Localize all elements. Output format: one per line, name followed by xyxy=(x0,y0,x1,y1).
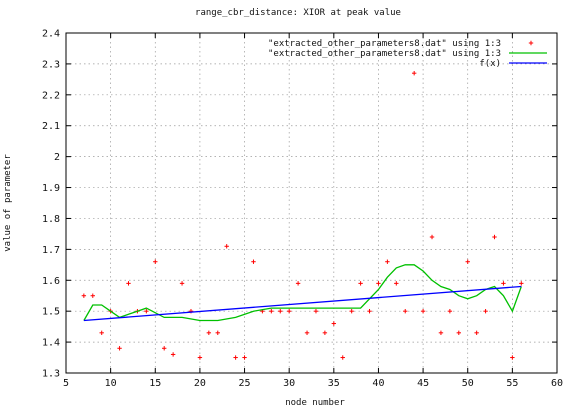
data-point xyxy=(394,281,399,286)
data-point xyxy=(251,259,256,264)
x-tick-label: 15 xyxy=(149,378,161,389)
x-tick-label: 45 xyxy=(417,378,429,389)
x-tick-label: 20 xyxy=(194,378,206,389)
y-tick-label: 1.5 xyxy=(42,307,60,318)
x-tick-label: 25 xyxy=(239,378,251,389)
y-tick-label: 1.6 xyxy=(42,276,60,287)
data-point xyxy=(286,308,292,314)
data-point xyxy=(153,259,158,264)
data-point xyxy=(483,308,488,314)
y-tick-label: 2.4 xyxy=(42,29,60,40)
data-point xyxy=(206,330,212,336)
y-tick-label: 1.9 xyxy=(42,183,60,194)
y-axis-label: value of parameter xyxy=(3,154,13,252)
data-point xyxy=(233,355,238,360)
data-point xyxy=(340,355,345,360)
data-point xyxy=(420,308,426,314)
data-point xyxy=(322,330,328,336)
data-point xyxy=(117,346,122,351)
y-tick-label: 2.3 xyxy=(42,59,60,70)
data-point xyxy=(438,330,444,336)
y-tick-label: 2.2 xyxy=(42,90,60,101)
data-point xyxy=(501,281,506,286)
x-tick-label: 35 xyxy=(328,378,340,389)
series-line-1 xyxy=(83,264,522,322)
y-tick-label: 2 xyxy=(54,152,60,163)
y-tick-label: 2.1 xyxy=(42,121,60,132)
legend: "extracted_other_parameters8.dat" using … xyxy=(268,39,547,69)
legend-label: "extracted_other_parameters8.dat" using … xyxy=(268,39,501,49)
chart-title: range_cbr_distance: XIOR at peak value xyxy=(195,8,401,18)
y-tick-label: 1.8 xyxy=(42,214,60,225)
data-point xyxy=(367,308,372,314)
data-point xyxy=(269,308,274,314)
x-tick-label: 60 xyxy=(551,378,563,389)
data-point xyxy=(295,281,301,286)
data-point xyxy=(403,308,408,314)
ticks: 5 10 15 20 25 30 35 40 45 50 55 60 1.3 1.4 1.5 1.6 1.7 1.… xyxy=(42,29,563,390)
data-point xyxy=(215,330,220,336)
data-point xyxy=(197,355,203,360)
x-tick-label: 30 xyxy=(283,378,295,389)
data-point xyxy=(376,281,381,286)
legend-point-sample xyxy=(528,40,534,46)
x-tick-label: 10 xyxy=(105,378,117,389)
data-point xyxy=(331,321,337,326)
y-tick-label: 1.7 xyxy=(42,245,60,256)
data-point xyxy=(474,330,479,336)
data-point xyxy=(313,308,319,314)
x-tick-label: 5 xyxy=(63,378,69,389)
data-point xyxy=(99,330,104,336)
plot-frame xyxy=(65,32,558,374)
y-tick-label: 1.3 xyxy=(42,369,60,380)
data-point xyxy=(242,355,247,360)
data-point xyxy=(224,244,229,249)
y-tick-label: 1.4 xyxy=(42,338,60,349)
data-point xyxy=(510,355,515,360)
x-tick-label: 40 xyxy=(372,378,384,389)
data-point xyxy=(126,281,131,286)
data-point xyxy=(144,308,149,314)
data-point xyxy=(411,70,417,76)
legend-label: f(x) xyxy=(479,59,501,69)
data-point xyxy=(162,346,167,351)
data-point xyxy=(358,281,363,286)
legend-label: "extracted_other_parameters8.dat" using … xyxy=(268,49,501,59)
data-point xyxy=(465,259,470,264)
data-point xyxy=(170,352,176,357)
x-axis-label: node number xyxy=(285,398,345,408)
series-line-2 xyxy=(83,285,522,322)
x-tick-label: 55 xyxy=(506,378,518,389)
x-tick-label: 50 xyxy=(462,378,474,389)
data-point xyxy=(492,234,497,240)
data-point xyxy=(81,293,87,298)
data-point xyxy=(456,330,461,336)
data-point xyxy=(90,293,95,298)
data-point xyxy=(179,281,185,286)
data-point xyxy=(429,234,435,240)
data-point xyxy=(447,308,453,314)
data-point xyxy=(278,308,283,314)
data-point xyxy=(304,330,310,336)
data-point xyxy=(385,259,390,264)
data-point xyxy=(349,308,354,314)
series-layer xyxy=(81,70,524,360)
data-point xyxy=(519,281,524,286)
